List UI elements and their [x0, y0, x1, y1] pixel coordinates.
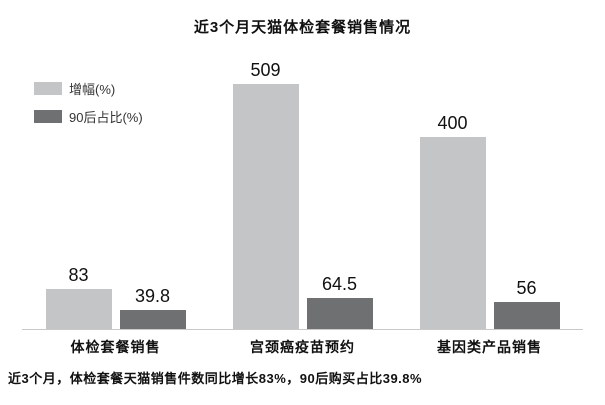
bar: [493, 302, 560, 329]
bar-column: 64.5: [306, 274, 373, 329]
category-row: 体检套餐销售 宫颈癌疫苗预约 基因类产品销售: [22, 330, 583, 357]
bar-value-label: 39.8: [134, 285, 171, 306]
bar-column: 56: [493, 278, 560, 329]
chart-title: 近3个月天猫体检套餐销售情况: [193, 19, 412, 36]
legend-item: 90后占比(%): [34, 107, 143, 126]
bar-group: 83 39.8: [22, 265, 209, 329]
bar-group: 509 64.5: [209, 60, 396, 329]
bar-column: 400: [419, 112, 486, 329]
bar: [119, 309, 186, 329]
bar-value-label: 56: [516, 278, 537, 298]
legend-swatch: [34, 82, 62, 95]
chart-footnote: 近3个月，体检套餐天猫销售件数同比增长83%，90后购买占比39.8%: [8, 371, 423, 386]
legend-label: 90后占比(%): [69, 110, 143, 125]
bars-row: 83 39.8 509 64.5 400 56: [22, 45, 583, 330]
bar-value-label: 83: [68, 265, 89, 285]
legend-item: 增幅(%): [34, 79, 143, 98]
bar-column: 83: [45, 265, 112, 329]
category-label: 基因类产品销售: [437, 339, 542, 355]
chart-area: 增幅(%) 90后占比(%) 83 39.8 509 64.5 400 56 体检套餐销售…: [22, 45, 583, 357]
bar: [419, 136, 486, 329]
bar-value-label: 64.5: [321, 274, 358, 294]
category-label: 体检套餐销售: [70, 339, 161, 355]
bar-column: 39.8: [119, 285, 186, 329]
bar-value-label: 400: [437, 112, 468, 133]
legend-label: 增幅(%): [69, 82, 116, 97]
legend-swatch: [34, 110, 62, 123]
legend: 增幅(%) 90后占比(%): [34, 79, 143, 126]
bar-value-label: 509: [250, 60, 281, 80]
bar-group: 400 56: [396, 112, 583, 329]
category-label: 宫颈癌疫苗预约: [250, 339, 355, 355]
bar: [306, 298, 373, 329]
bar-column: 509: [232, 60, 299, 329]
bar: [232, 84, 299, 329]
bar: [45, 289, 112, 329]
